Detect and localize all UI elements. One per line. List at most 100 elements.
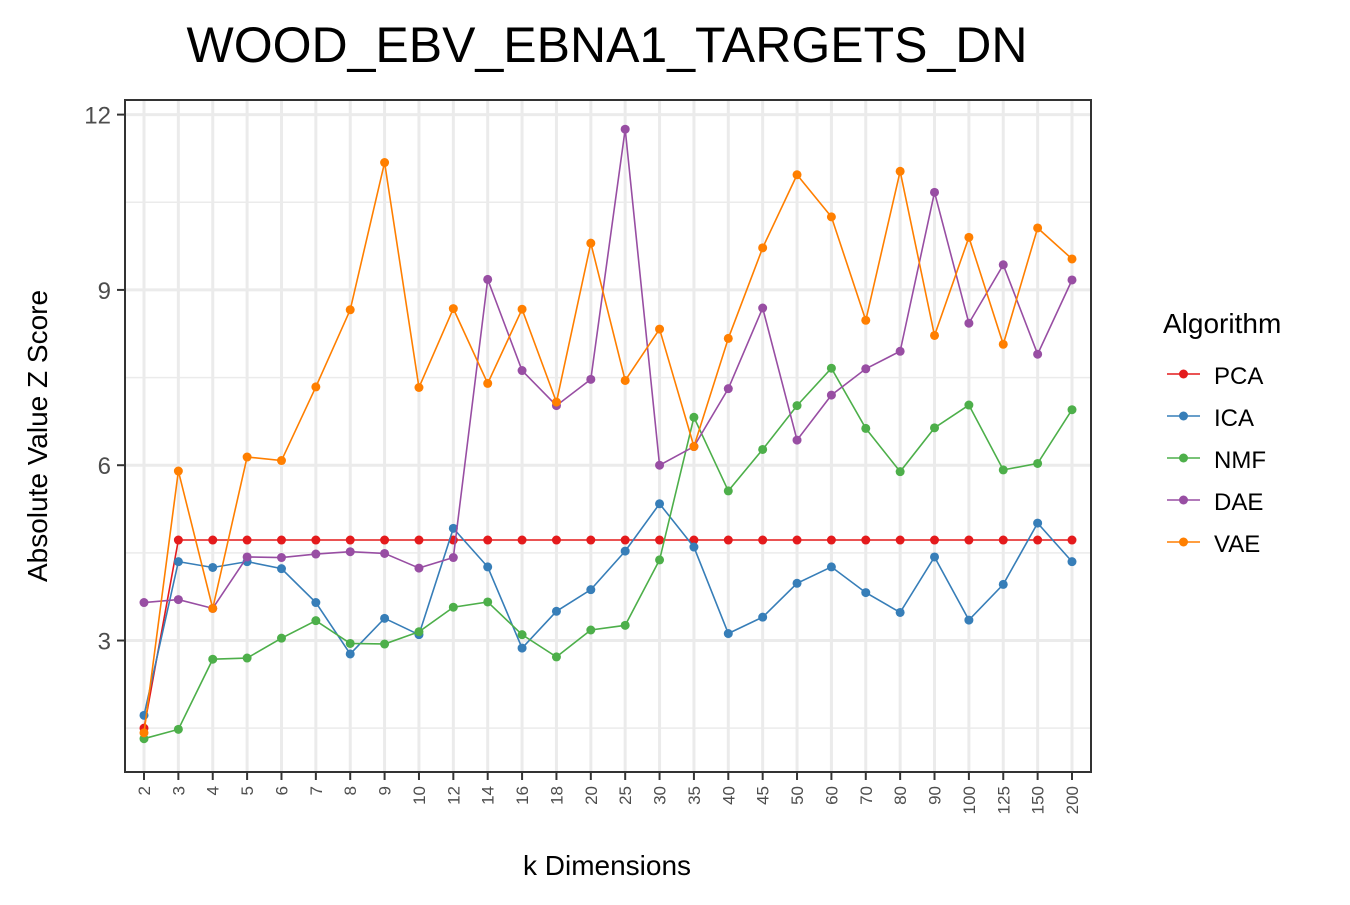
data-point-ica (448, 523, 458, 533)
data-point-ica (723, 629, 733, 639)
data-point-nmf (655, 555, 665, 565)
x-axis-label: k Dimensions (523, 850, 691, 881)
x-tick-label: 6 (272, 786, 291, 795)
data-point-nmf (551, 652, 561, 662)
data-point-vae (517, 304, 527, 314)
x-tick-label: 90 (926, 786, 945, 805)
x-tick-label: 30 (651, 786, 670, 805)
series-line-pca (143, 539, 1072, 729)
data-point-ica (345, 649, 355, 659)
data-point-ica (1067, 557, 1077, 567)
data-point-pca (276, 535, 286, 545)
data-point-dae (895, 346, 905, 356)
data-point-dae (380, 548, 390, 558)
data-point-dae (964, 318, 974, 328)
data-point-vae (930, 330, 940, 340)
grid-lines (125, 100, 1091, 772)
data-point-dae (242, 552, 252, 562)
data-point-vae (689, 442, 699, 452)
x-tick-label: 2 (135, 786, 154, 795)
data-point-vae (414, 382, 424, 392)
data-point-vae (998, 339, 1008, 349)
x-tick-label: 200 (1063, 786, 1082, 814)
legend-key-point (1179, 369, 1188, 379)
data-point-dae (345, 547, 355, 557)
data-point-nmf (826, 363, 836, 373)
x-tick-label: 45 (754, 786, 773, 805)
data-point-vae (380, 158, 390, 168)
series-nmf (139, 363, 1077, 744)
data-point-ica (758, 612, 768, 622)
data-point-pca (1067, 535, 1077, 545)
x-tick-label: 14 (479, 786, 498, 805)
data-point-vae (208, 603, 218, 613)
data-point-pca (620, 535, 630, 545)
data-point-nmf (758, 444, 768, 454)
data-point-ica (655, 499, 665, 509)
data-point-dae (792, 435, 802, 445)
series-line-dae (143, 129, 1073, 610)
data-point-pca (792, 535, 802, 545)
data-point-ica (964, 615, 974, 625)
data-point-dae (173, 595, 183, 605)
data-point-dae (998, 260, 1008, 270)
x-tick-label: 9 (376, 786, 395, 795)
data-point-vae (276, 456, 286, 466)
data-point-dae (586, 374, 596, 384)
data-point-vae (345, 305, 355, 315)
y-tick-label: 3 (98, 629, 111, 656)
x-tick-label: 16 (513, 786, 532, 805)
data-point-vae (483, 378, 493, 388)
y-tick-label: 9 (98, 278, 111, 305)
data-point-dae (1067, 275, 1077, 285)
y-tick-label: 6 (98, 453, 111, 480)
data-point-pca (1033, 535, 1043, 545)
data-point-ica (620, 546, 630, 556)
series-line-vae (143, 162, 1073, 733)
data-point-nmf (173, 724, 183, 734)
data-point-dae (276, 553, 286, 563)
data-point-pca (517, 535, 527, 545)
data-point-pca (758, 535, 768, 545)
data-point-vae (311, 382, 321, 392)
data-point-dae (1033, 349, 1043, 359)
data-point-vae (964, 232, 974, 242)
data-point-pca (586, 535, 596, 545)
x-tick-label: 60 (822, 786, 841, 805)
data-point-dae (655, 460, 665, 470)
data-point-pca (895, 535, 905, 545)
data-point-vae (551, 397, 561, 407)
x-tick-label: 150 (1029, 786, 1048, 814)
chart-title: WOOD_EBV_EBNA1_TARGETS_DN (187, 17, 1028, 73)
data-point-nmf (276, 633, 286, 643)
legend-item-nmf: NMF (1167, 447, 1266, 474)
data-point-pca (311, 535, 321, 545)
legend-item-ica: ICA (1167, 405, 1254, 432)
legend: Algorithm PCA ICA NMF DAE VAE (1163, 308, 1281, 558)
data-point-nmf (861, 423, 871, 433)
data-point-nmf (1067, 405, 1077, 415)
legend-label: ICA (1214, 405, 1254, 432)
legend-key-point (1179, 495, 1188, 505)
data-point-dae (139, 598, 149, 608)
data-point-ica (998, 579, 1008, 589)
data-point-ica (1033, 518, 1043, 528)
data-point-pca (208, 535, 218, 545)
series-line-nmf (143, 366, 1073, 740)
data-point-nmf (208, 654, 218, 664)
x-tick-label: 80 (891, 786, 910, 805)
data-point-vae (1067, 254, 1077, 264)
data-point-pca (483, 535, 493, 545)
data-point-vae (826, 212, 836, 222)
data-point-ica (930, 552, 940, 562)
x-tick-label: 70 (857, 786, 876, 805)
data-point-pca (173, 535, 183, 545)
legend-key-point (1179, 453, 1188, 463)
series-ica (139, 499, 1077, 720)
y-tick-label: 12 (84, 103, 111, 130)
x-tick-label: 35 (685, 786, 704, 805)
data-point-pca (242, 535, 252, 545)
series-dae (139, 124, 1077, 613)
